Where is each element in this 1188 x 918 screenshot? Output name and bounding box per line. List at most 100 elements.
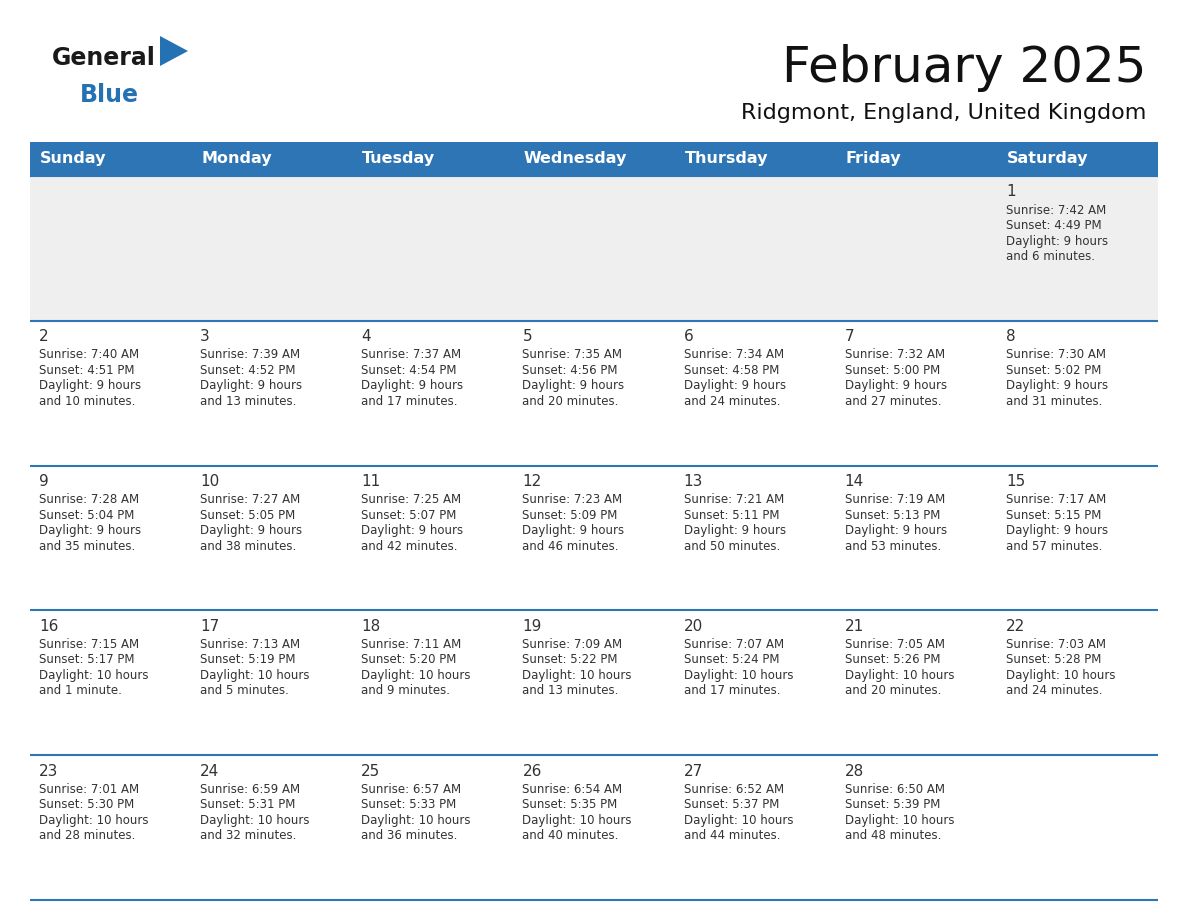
Text: Daylight: 9 hours: Daylight: 9 hours bbox=[1006, 234, 1108, 248]
Text: Daylight: 10 hours: Daylight: 10 hours bbox=[200, 813, 310, 827]
Text: Daylight: 10 hours: Daylight: 10 hours bbox=[683, 669, 794, 682]
Text: Daylight: 9 hours: Daylight: 9 hours bbox=[523, 524, 625, 537]
Text: and 42 minutes.: and 42 minutes. bbox=[361, 540, 457, 553]
Text: and 20 minutes.: and 20 minutes. bbox=[845, 685, 941, 698]
Text: and 17 minutes.: and 17 minutes. bbox=[683, 685, 781, 698]
Text: Daylight: 9 hours: Daylight: 9 hours bbox=[361, 379, 463, 392]
Text: Sunrise: 6:57 AM: Sunrise: 6:57 AM bbox=[361, 783, 461, 796]
Text: 17: 17 bbox=[200, 619, 220, 634]
Text: 9: 9 bbox=[39, 474, 49, 489]
Text: 2: 2 bbox=[39, 330, 49, 344]
Text: and 5 minutes.: and 5 minutes. bbox=[200, 685, 289, 698]
Text: 13: 13 bbox=[683, 474, 703, 489]
Text: Sunset: 5:24 PM: Sunset: 5:24 PM bbox=[683, 654, 779, 666]
Text: Daylight: 9 hours: Daylight: 9 hours bbox=[200, 524, 302, 537]
Text: Sunrise: 6:59 AM: Sunrise: 6:59 AM bbox=[200, 783, 301, 796]
Text: and 46 minutes.: and 46 minutes. bbox=[523, 540, 619, 553]
Text: Sunset: 5:22 PM: Sunset: 5:22 PM bbox=[523, 654, 618, 666]
Text: 23: 23 bbox=[39, 764, 58, 778]
Text: Sunrise: 7:03 AM: Sunrise: 7:03 AM bbox=[1006, 638, 1106, 651]
Text: and 24 minutes.: and 24 minutes. bbox=[1006, 685, 1102, 698]
Text: Daylight: 9 hours: Daylight: 9 hours bbox=[845, 379, 947, 392]
Bar bbox=[30, 320, 1158, 465]
Text: and 31 minutes.: and 31 minutes. bbox=[1006, 395, 1102, 408]
Text: Sunrise: 7:07 AM: Sunrise: 7:07 AM bbox=[683, 638, 784, 651]
Text: Sunset: 5:17 PM: Sunset: 5:17 PM bbox=[39, 654, 134, 666]
Text: Sunrise: 6:52 AM: Sunrise: 6:52 AM bbox=[683, 783, 784, 796]
Text: Monday: Monday bbox=[201, 151, 272, 166]
Text: 27: 27 bbox=[683, 764, 703, 778]
Text: 12: 12 bbox=[523, 474, 542, 489]
Text: 4: 4 bbox=[361, 330, 371, 344]
Text: Sunset: 5:11 PM: Sunset: 5:11 PM bbox=[683, 509, 779, 521]
Text: Sunrise: 7:21 AM: Sunrise: 7:21 AM bbox=[683, 493, 784, 506]
Text: Sunrise: 7:17 AM: Sunrise: 7:17 AM bbox=[1006, 493, 1106, 506]
Text: 11: 11 bbox=[361, 474, 380, 489]
Text: 7: 7 bbox=[845, 330, 854, 344]
Text: Sunset: 5:05 PM: Sunset: 5:05 PM bbox=[200, 509, 296, 521]
Text: 8: 8 bbox=[1006, 330, 1016, 344]
Text: Daylight: 9 hours: Daylight: 9 hours bbox=[39, 379, 141, 392]
Text: and 44 minutes.: and 44 minutes. bbox=[683, 829, 781, 842]
Text: Daylight: 10 hours: Daylight: 10 hours bbox=[523, 813, 632, 827]
Text: 22: 22 bbox=[1006, 619, 1025, 634]
Text: Sunset: 5:00 PM: Sunset: 5:00 PM bbox=[845, 364, 940, 376]
Text: Thursday: Thursday bbox=[684, 151, 769, 166]
Text: 5: 5 bbox=[523, 330, 532, 344]
Text: and 10 minutes.: and 10 minutes. bbox=[39, 395, 135, 408]
Text: Sunrise: 7:01 AM: Sunrise: 7:01 AM bbox=[39, 783, 139, 796]
Text: and 38 minutes.: and 38 minutes. bbox=[200, 540, 296, 553]
Text: Sunrise: 7:35 AM: Sunrise: 7:35 AM bbox=[523, 348, 623, 362]
Text: 16: 16 bbox=[39, 619, 58, 634]
Polygon shape bbox=[160, 36, 188, 66]
Text: Sunrise: 7:40 AM: Sunrise: 7:40 AM bbox=[39, 348, 139, 362]
Text: and 13 minutes.: and 13 minutes. bbox=[200, 395, 297, 408]
Text: Sunrise: 7:30 AM: Sunrise: 7:30 AM bbox=[1006, 348, 1106, 362]
Text: Daylight: 9 hours: Daylight: 9 hours bbox=[845, 524, 947, 537]
Text: 6: 6 bbox=[683, 330, 694, 344]
Text: Saturday: Saturday bbox=[1007, 151, 1088, 166]
Text: Daylight: 9 hours: Daylight: 9 hours bbox=[200, 379, 302, 392]
Text: Sunrise: 7:42 AM: Sunrise: 7:42 AM bbox=[1006, 204, 1106, 217]
Text: Sunset: 5:30 PM: Sunset: 5:30 PM bbox=[39, 798, 134, 812]
Text: and 9 minutes.: and 9 minutes. bbox=[361, 685, 450, 698]
Text: 10: 10 bbox=[200, 474, 220, 489]
Text: Daylight: 10 hours: Daylight: 10 hours bbox=[845, 813, 954, 827]
Text: Sunrise: 7:23 AM: Sunrise: 7:23 AM bbox=[523, 493, 623, 506]
Text: Sunset: 5:09 PM: Sunset: 5:09 PM bbox=[523, 509, 618, 521]
Text: Sunrise: 7:37 AM: Sunrise: 7:37 AM bbox=[361, 348, 461, 362]
Text: Sunset: 5:15 PM: Sunset: 5:15 PM bbox=[1006, 509, 1101, 521]
Text: and 50 minutes.: and 50 minutes. bbox=[683, 540, 779, 553]
Text: Wednesday: Wednesday bbox=[524, 151, 627, 166]
Text: Sunrise: 7:25 AM: Sunrise: 7:25 AM bbox=[361, 493, 461, 506]
Text: Daylight: 10 hours: Daylight: 10 hours bbox=[39, 669, 148, 682]
Bar bbox=[30, 142, 1158, 176]
Text: Sunset: 5:26 PM: Sunset: 5:26 PM bbox=[845, 654, 940, 666]
Text: and 36 minutes.: and 36 minutes. bbox=[361, 829, 457, 842]
Text: Sunrise: 7:09 AM: Sunrise: 7:09 AM bbox=[523, 638, 623, 651]
Text: Sunset: 4:54 PM: Sunset: 4:54 PM bbox=[361, 364, 456, 376]
Text: Sunrise: 7:32 AM: Sunrise: 7:32 AM bbox=[845, 348, 944, 362]
Text: Blue: Blue bbox=[80, 83, 139, 107]
Text: Tuesday: Tuesday bbox=[362, 151, 436, 166]
Text: Sunset: 5:28 PM: Sunset: 5:28 PM bbox=[1006, 654, 1101, 666]
Text: Sunrise: 7:13 AM: Sunrise: 7:13 AM bbox=[200, 638, 301, 651]
Text: 24: 24 bbox=[200, 764, 220, 778]
Text: Sunset: 5:13 PM: Sunset: 5:13 PM bbox=[845, 509, 940, 521]
Text: Sunrise: 7:34 AM: Sunrise: 7:34 AM bbox=[683, 348, 784, 362]
Text: and 20 minutes.: and 20 minutes. bbox=[523, 395, 619, 408]
Text: Daylight: 10 hours: Daylight: 10 hours bbox=[200, 669, 310, 682]
Text: Daylight: 9 hours: Daylight: 9 hours bbox=[1006, 524, 1108, 537]
Text: and 6 minutes.: and 6 minutes. bbox=[1006, 250, 1095, 263]
Text: and 28 minutes.: and 28 minutes. bbox=[39, 829, 135, 842]
Text: February 2025: February 2025 bbox=[782, 44, 1146, 92]
Text: General: General bbox=[52, 46, 156, 70]
Text: Daylight: 10 hours: Daylight: 10 hours bbox=[39, 813, 148, 827]
Text: and 13 minutes.: and 13 minutes. bbox=[523, 685, 619, 698]
Text: 21: 21 bbox=[845, 619, 864, 634]
Text: 1: 1 bbox=[1006, 185, 1016, 199]
Bar bbox=[30, 756, 1158, 900]
Text: Sunset: 4:49 PM: Sunset: 4:49 PM bbox=[1006, 219, 1101, 232]
Text: 18: 18 bbox=[361, 619, 380, 634]
Text: Daylight: 9 hours: Daylight: 9 hours bbox=[683, 524, 785, 537]
